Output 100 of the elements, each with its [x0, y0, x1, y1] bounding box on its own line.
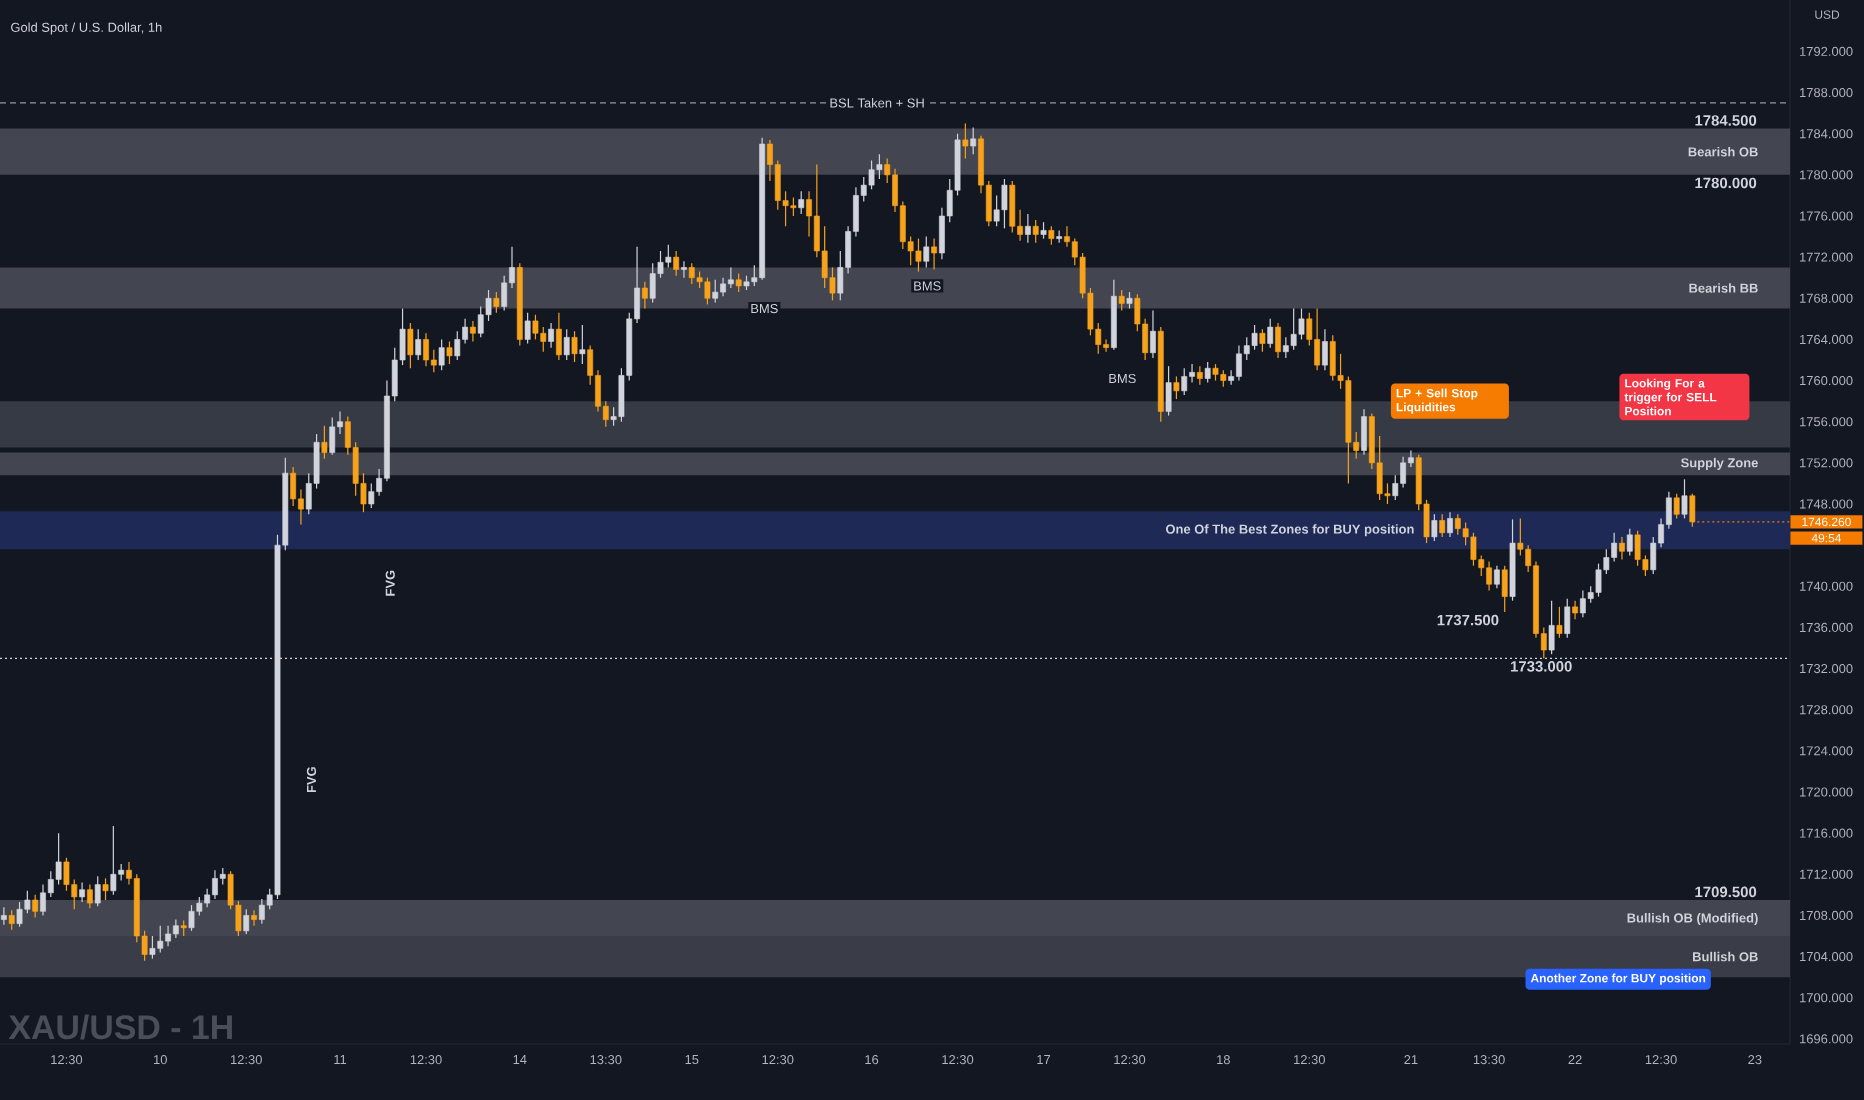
candlestick — [540, 326, 547, 353]
candlestick — [321, 425, 328, 460]
candlestick — [1681, 478, 1688, 519]
candlestick — [1595, 563, 1602, 598]
candlestick — [1501, 565, 1508, 613]
candlestick — [94, 875, 101, 907]
candlestick — [149, 935, 156, 960]
candlestick — [40, 883, 46, 917]
candlestick — [1329, 334, 1336, 382]
candlestick — [1634, 530, 1641, 567]
candlestick — [157, 925, 164, 954]
candlestick — [1470, 532, 1477, 567]
candlestick — [673, 250, 680, 277]
candlestick — [962, 122, 969, 159]
candlestick — [727, 266, 734, 289]
candlestick — [876, 153, 883, 180]
candlestick — [1611, 532, 1618, 563]
candlestick — [681, 260, 687, 279]
candlestick — [102, 877, 109, 901]
candlestick — [477, 305, 484, 338]
candlestick — [446, 340, 453, 365]
candlestick — [548, 322, 554, 349]
candlestick — [290, 466, 297, 507]
candlestick — [1400, 456, 1406, 489]
candlestick — [1454, 513, 1461, 536]
candlestick — [915, 238, 922, 273]
candlestick — [243, 908, 250, 935]
candlestick — [16, 901, 23, 928]
candlestick — [172, 918, 179, 939]
candlestick — [493, 291, 500, 314]
candlestick — [438, 338, 445, 371]
candlestick — [556, 312, 562, 361]
candlestick — [1173, 375, 1180, 400]
candlestick — [188, 904, 195, 932]
candlestick — [212, 869, 218, 900]
candlestick — [868, 159, 875, 190]
candlestick — [1486, 560, 1492, 591]
candlestick — [1673, 493, 1680, 519]
candlestick — [798, 190, 805, 215]
candlestick — [524, 312, 531, 345]
candlestick — [970, 126, 977, 155]
candlestick — [165, 925, 171, 947]
candlestick — [8, 909, 15, 931]
candlestick — [579, 324, 586, 365]
candlestick — [1619, 536, 1625, 561]
candlestick — [1189, 363, 1195, 384]
candlestick — [55, 832, 62, 886]
candlestick — [1322, 328, 1328, 371]
candlestick — [1494, 565, 1500, 589]
candlestick — [688, 262, 695, 285]
candlestick — [712, 279, 719, 303]
candlestick — [415, 328, 422, 361]
candlestick — [407, 322, 414, 369]
candlestick — [1236, 344, 1242, 382]
candlestick — [1118, 289, 1125, 312]
candlestick — [1564, 598, 1571, 639]
candlestick — [1025, 213, 1031, 244]
candlestick — [1009, 180, 1016, 234]
candlestick — [1290, 307, 1297, 351]
candlestick — [251, 909, 257, 927]
candlestick — [1572, 600, 1578, 620]
candlestick — [63, 857, 70, 892]
candlestick — [1447, 511, 1453, 538]
candlestick — [931, 238, 937, 271]
candlestick — [641, 281, 648, 310]
candlestick — [1267, 318, 1274, 349]
candlestick — [1196, 365, 1203, 386]
candlestick — [329, 416, 336, 456]
candlestick — [532, 314, 539, 341]
candlestick — [1259, 328, 1266, 353]
candlestick — [704, 277, 711, 306]
candlestick — [1181, 367, 1188, 396]
candlestick — [649, 262, 656, 303]
candlestick — [1626, 528, 1633, 557]
candlestick — [1032, 219, 1039, 244]
candlestick — [571, 330, 578, 363]
candlestick — [1314, 307, 1321, 371]
candlestick — [79, 881, 85, 903]
candlestick — [32, 894, 39, 919]
candlestick — [86, 883, 93, 909]
candlestick — [1275, 322, 1281, 359]
candlestick — [470, 320, 476, 343]
candlestick — [790, 196, 797, 217]
candlestick — [1150, 310, 1156, 359]
candlestick — [665, 244, 672, 269]
candlestick — [1298, 307, 1305, 341]
candlestick — [1204, 361, 1211, 384]
candlestick — [735, 272, 742, 293]
candlestick — [1579, 589, 1586, 618]
candlestick — [1431, 513, 1438, 542]
candlestick — [1282, 336, 1289, 359]
candlestick — [563, 328, 570, 361]
candlestick — [1, 906, 7, 926]
candlestick — [423, 332, 429, 367]
candlestick — [1548, 600, 1555, 655]
candlestick — [1556, 606, 1563, 639]
candlestick — [501, 275, 508, 312]
candlestick — [1165, 365, 1172, 417]
candlestick — [258, 898, 265, 925]
candlestick — [1251, 324, 1258, 351]
